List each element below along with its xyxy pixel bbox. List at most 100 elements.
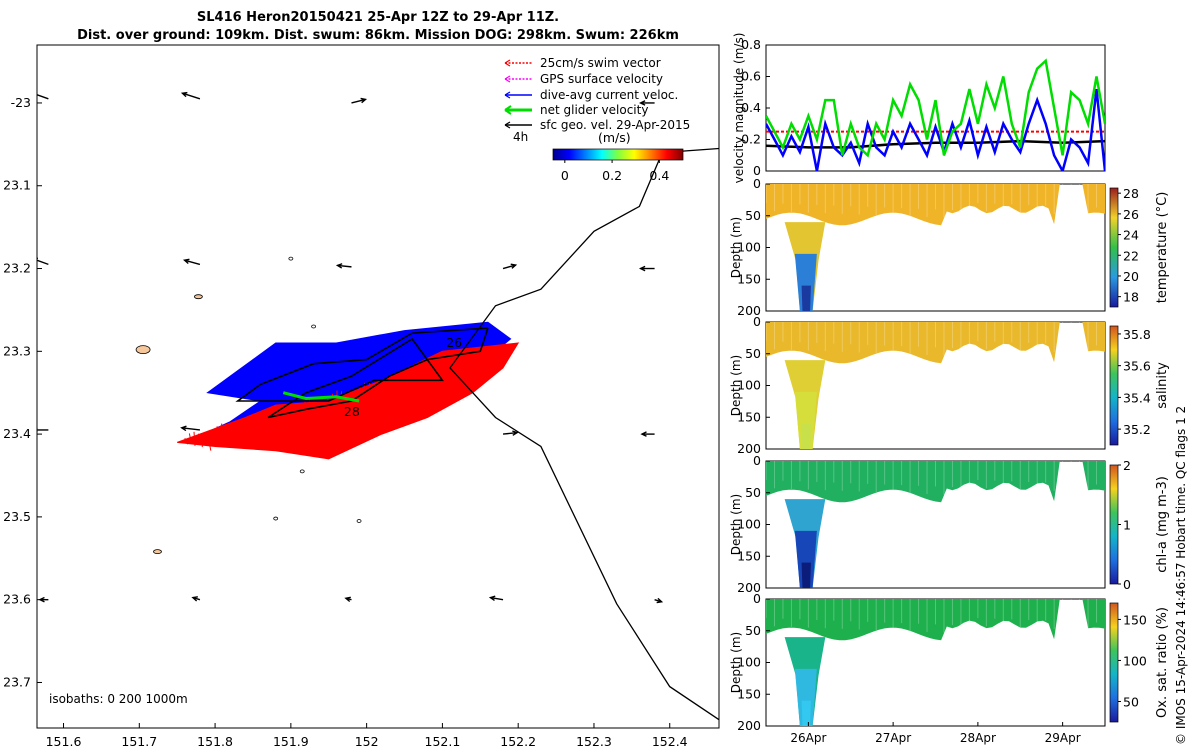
geo-vector-shaft (37, 259, 49, 266)
swim-spike (493, 353, 496, 364)
geo-vector-head (180, 425, 187, 432)
map-xtick-label: 152 (355, 734, 379, 749)
geo-vector-head (180, 91, 188, 98)
geo-vector-shaft (181, 427, 201, 431)
speed-colorbar-tick-label: 0 (561, 168, 569, 183)
salinity-colorbar-tick-label: 35.6 (1123, 359, 1151, 374)
geo-vector-head (510, 263, 518, 269)
chlorophyll-ylabel: Depth (m) (729, 494, 743, 555)
geo-vector (654, 597, 664, 604)
swim-spike (193, 431, 196, 446)
temperature-colorbar-tick-label: 18 (1123, 290, 1139, 305)
salinity-panel: 0 50 100 150 200 Depth (m) 35.8 35.6 35.4 35.2 sal… (729, 314, 1170, 456)
isobath-patch (135, 345, 151, 355)
oxygen-colorbar-tick-label: 50 (1123, 694, 1139, 709)
geo-vector-head (638, 265, 646, 272)
swim-spike (247, 415, 250, 423)
oxygen-xtick-label: 26Apr (790, 731, 826, 745)
swim-spike (465, 361, 469, 370)
velocity-ytick-label: 0 (753, 163, 761, 178)
geo-vector (37, 257, 49, 266)
net-glider-velocity-track (282, 391, 360, 403)
isobath-patches (135, 256, 362, 555)
swim-spike (373, 384, 377, 401)
temperature-ytick-label: 0 (753, 176, 761, 191)
swim-spike (501, 347, 504, 355)
temperature-colorbar-tick-label: 20 (1123, 269, 1139, 284)
geo-vector-head (656, 597, 664, 604)
isobath-patch (311, 324, 316, 329)
salinity-deepest-water (801, 423, 811, 449)
chlorophyll-ytick-label: 150 (737, 548, 761, 563)
temperature-colorbar-tick-label: 22 (1123, 248, 1139, 263)
temperature-deep-water (794, 253, 817, 311)
salinity-colorbar (1109, 325, 1119, 446)
geo-vector-shaft (337, 264, 352, 268)
salinity-deep-water (794, 391, 817, 449)
map-xtick-label: 152.1 (425, 734, 461, 749)
swim-spike (470, 359, 473, 372)
speed-colorbar-tick-label: 0.4 (649, 168, 669, 183)
oxygen-colorbar-tick-label: 150 (1123, 612, 1147, 627)
salinity-ytick-label: 50 (745, 346, 761, 361)
legend-time-label: 4h (513, 130, 528, 144)
map-xtick-label: 152.3 (576, 734, 612, 749)
swim-spike (424, 365, 427, 382)
salinity-section-data (766, 322, 1105, 449)
swim-spike (201, 436, 204, 448)
geo-vector-shaft (502, 432, 518, 435)
oxygen-ytick-label: 100 (737, 655, 761, 670)
swim-spike (484, 348, 489, 363)
salinity-ylabel: Depth (m) (729, 355, 743, 416)
oxygen-ytick-label: 200 (737, 718, 761, 733)
geo-vector-head (512, 430, 519, 436)
oxygen-ytick-label: 50 (745, 623, 761, 638)
temperature-colorbar-tick-label: 26 (1123, 207, 1139, 222)
geo-vector (351, 97, 368, 104)
temperature-colorbar-label: temperature (°C) (1155, 192, 1170, 304)
chlorophyll-ytick-label: 0 (753, 453, 761, 468)
oxygen-colorbar-label: Ox. sat. ratio (%) (1155, 607, 1170, 718)
chlorophyll-colorbar-label: chl-a (mg m-3) (1155, 476, 1170, 573)
velocity-series-geo (766, 139, 1105, 149)
legend-swim-label: 25cm/s swim vector (540, 56, 661, 70)
swim-spike (258, 418, 262, 434)
isobath-patch (299, 469, 305, 474)
geo-vector-head (640, 431, 647, 437)
velocity-ytick-label: 0.6 (741, 69, 761, 84)
swim-spike (211, 431, 215, 440)
geo-vector (191, 596, 201, 602)
oxygen-ytick-label: 0 (753, 591, 761, 606)
temperature-ytick-label: 150 (737, 271, 761, 286)
swim-spike (262, 419, 265, 428)
geo-vector (180, 425, 201, 432)
chlorophyll-colorbar-tick-label: 2 (1123, 458, 1131, 473)
glider-track (235, 327, 489, 419)
swim-spike (345, 393, 350, 408)
isobaths-label: isobaths: 0 200 1000m (49, 692, 188, 706)
legend-current-arrowhead (504, 91, 511, 99)
swim-spike (207, 435, 212, 451)
swim-spike (188, 433, 192, 444)
velocity-series-current (766, 88, 1105, 171)
velocity-ylabel: velocity magnitude (m/s) (732, 33, 746, 184)
swim-spike (377, 386, 380, 396)
speed-colorbar (552, 148, 684, 161)
geo-vector-shaft (184, 259, 201, 266)
oxygen-mixed-layer (766, 599, 1105, 641)
geo-vector-head (344, 596, 351, 603)
temperature-colorbar (1109, 187, 1119, 308)
geo-vector (335, 263, 352, 269)
chlorophyll-colorbar (1109, 464, 1119, 585)
geo-vector (502, 430, 519, 436)
isobath-patch (288, 256, 294, 261)
map-xtick-label: 151.7 (121, 734, 157, 749)
map-xtick-label: 152.4 (652, 734, 688, 749)
temperature-colorbar-tick-label: 24 (1123, 228, 1139, 243)
day-label: 28 (344, 404, 360, 419)
velocity-ytick-label: 0.2 (741, 132, 761, 147)
map-ytick-label: 23.7 (3, 674, 31, 689)
geo-vector (37, 94, 49, 100)
velocity-ytick-label: 0.4 (741, 100, 761, 115)
